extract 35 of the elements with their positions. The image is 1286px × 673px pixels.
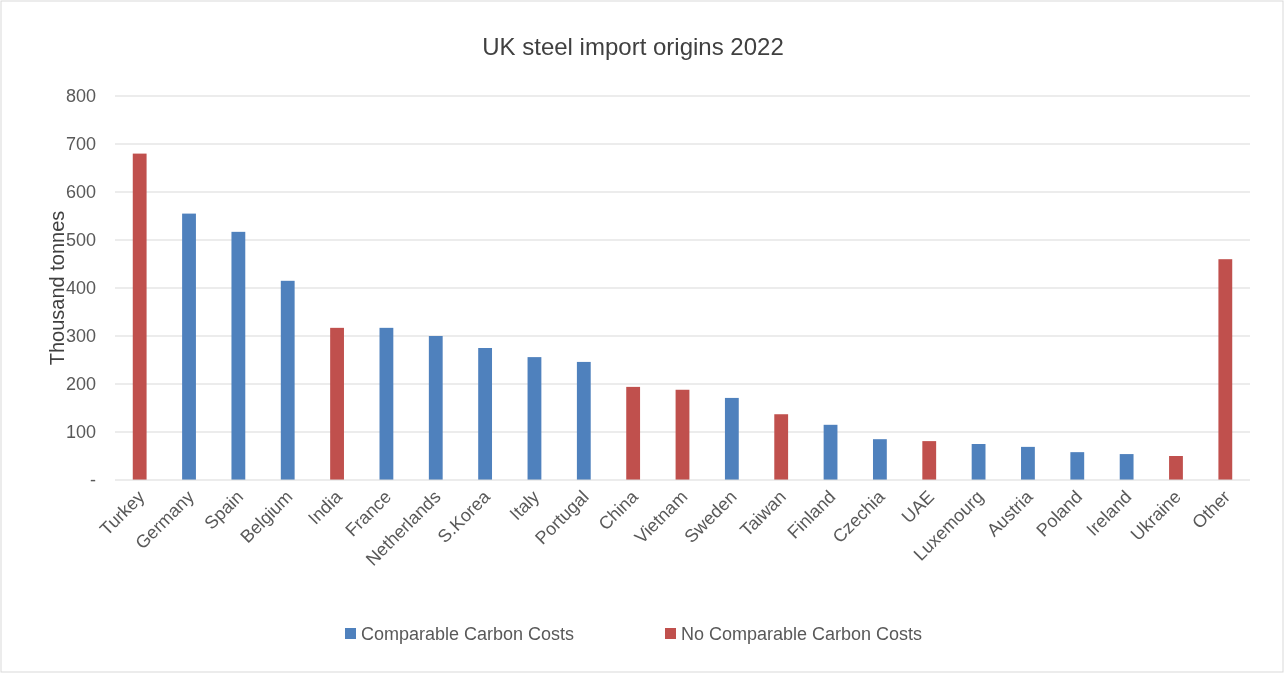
bar (922, 441, 937, 480)
bar (478, 348, 493, 480)
bar (1169, 456, 1183, 480)
bar (1218, 259, 1233, 480)
y-tick-label: 100 (65, 422, 96, 442)
y-tick-label: 200 (65, 374, 96, 394)
y-tick-label: 600 (65, 182, 96, 202)
bar (971, 444, 986, 480)
bar (132, 153, 147, 480)
y-tick-label: 400 (65, 278, 96, 298)
bar (231, 231, 246, 480)
bar (1021, 446, 1035, 480)
bar (379, 327, 394, 480)
bar (576, 361, 591, 480)
bar (675, 389, 690, 480)
legend-label: No Comparable Carbon Costs (681, 624, 923, 644)
bar (330, 327, 344, 480)
bar (1070, 452, 1085, 480)
legend-label: Comparable Carbon Costs (361, 624, 575, 644)
bar (626, 386, 641, 480)
y-tick-label: 300 (65, 326, 96, 346)
bar (428, 336, 443, 480)
bar (182, 213, 196, 480)
bar (724, 397, 739, 480)
bar (527, 357, 542, 480)
chart-title: UK steel import origins 2022 (482, 33, 784, 60)
bar (774, 414, 789, 480)
y-tick-label: - (90, 470, 96, 490)
bar (1119, 454, 1134, 480)
bar (280, 280, 295, 480)
y-tick-label: 500 (65, 230, 96, 250)
bar (872, 439, 887, 480)
y-tick-label: 700 (65, 134, 96, 154)
bar (823, 424, 838, 480)
y-tick-label: 800 (65, 86, 96, 106)
